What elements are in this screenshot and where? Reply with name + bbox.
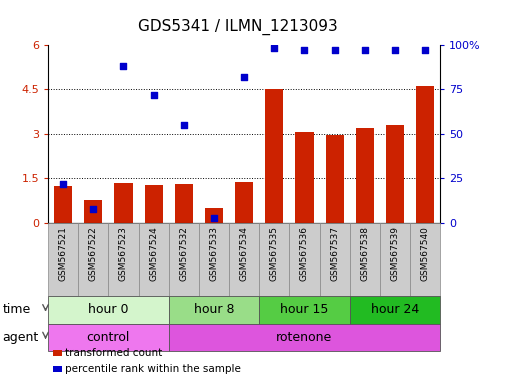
Text: GSM567537: GSM567537 [329, 226, 338, 281]
Point [240, 74, 248, 80]
Text: hour 24: hour 24 [370, 303, 418, 316]
Bar [325, 135, 343, 223]
Bar [84, 200, 102, 223]
Point [270, 45, 278, 51]
Text: GSM567540: GSM567540 [420, 226, 429, 281]
Bar [259, 296, 349, 324]
Point [179, 122, 187, 128]
Bar [229, 223, 259, 296]
Bar [168, 296, 259, 324]
Bar [349, 223, 379, 296]
Bar [174, 184, 192, 223]
Point [420, 47, 428, 53]
Bar [48, 296, 168, 324]
Text: hour 0: hour 0 [88, 303, 128, 316]
Text: GSM567539: GSM567539 [390, 226, 398, 281]
Text: agent: agent [3, 331, 39, 344]
Point [390, 47, 398, 53]
Bar [168, 324, 439, 351]
Text: percentile rank within the sample: percentile rank within the sample [65, 364, 241, 374]
Bar [198, 223, 229, 296]
Point [360, 47, 368, 53]
Bar [53, 350, 62, 356]
Bar [409, 223, 439, 296]
Bar [295, 132, 313, 223]
Bar [259, 223, 289, 296]
Text: GSM567521: GSM567521 [59, 226, 68, 281]
Bar [53, 366, 62, 372]
Text: GSM567524: GSM567524 [149, 226, 158, 281]
Point [119, 63, 127, 69]
Point [149, 91, 158, 98]
Text: control: control [86, 331, 130, 344]
Point [89, 206, 97, 212]
Point [59, 181, 67, 187]
Bar [415, 86, 433, 223]
Bar [235, 182, 252, 223]
Text: GDS5341 / ILMN_1213093: GDS5341 / ILMN_1213093 [138, 19, 337, 35]
Text: rotenone: rotenone [276, 331, 332, 344]
Point [330, 47, 338, 53]
Bar [349, 296, 439, 324]
Text: GSM567538: GSM567538 [360, 226, 369, 281]
Bar [138, 223, 168, 296]
Point [300, 47, 308, 53]
Bar [289, 223, 319, 296]
Bar [379, 223, 409, 296]
Text: hour 8: hour 8 [193, 303, 234, 316]
Text: transformed count: transformed count [65, 348, 162, 358]
Bar [48, 223, 78, 296]
Bar [78, 223, 108, 296]
Bar [114, 183, 132, 223]
Text: GSM567533: GSM567533 [209, 226, 218, 281]
Text: GSM567534: GSM567534 [239, 226, 248, 281]
Text: hour 15: hour 15 [280, 303, 328, 316]
Text: GSM567535: GSM567535 [269, 226, 278, 281]
Point [210, 215, 218, 221]
Text: GSM567532: GSM567532 [179, 226, 188, 281]
Bar [54, 186, 72, 223]
Bar [319, 223, 349, 296]
Bar [168, 223, 198, 296]
Text: time: time [3, 303, 31, 316]
Text: GSM567522: GSM567522 [89, 226, 97, 281]
Bar [205, 208, 223, 223]
Bar [144, 185, 163, 223]
Text: GSM567536: GSM567536 [299, 226, 309, 281]
Bar [108, 223, 138, 296]
Bar [48, 324, 168, 351]
Bar [355, 128, 373, 223]
Bar [385, 125, 403, 223]
Bar [265, 89, 283, 223]
Text: GSM567523: GSM567523 [119, 226, 128, 281]
